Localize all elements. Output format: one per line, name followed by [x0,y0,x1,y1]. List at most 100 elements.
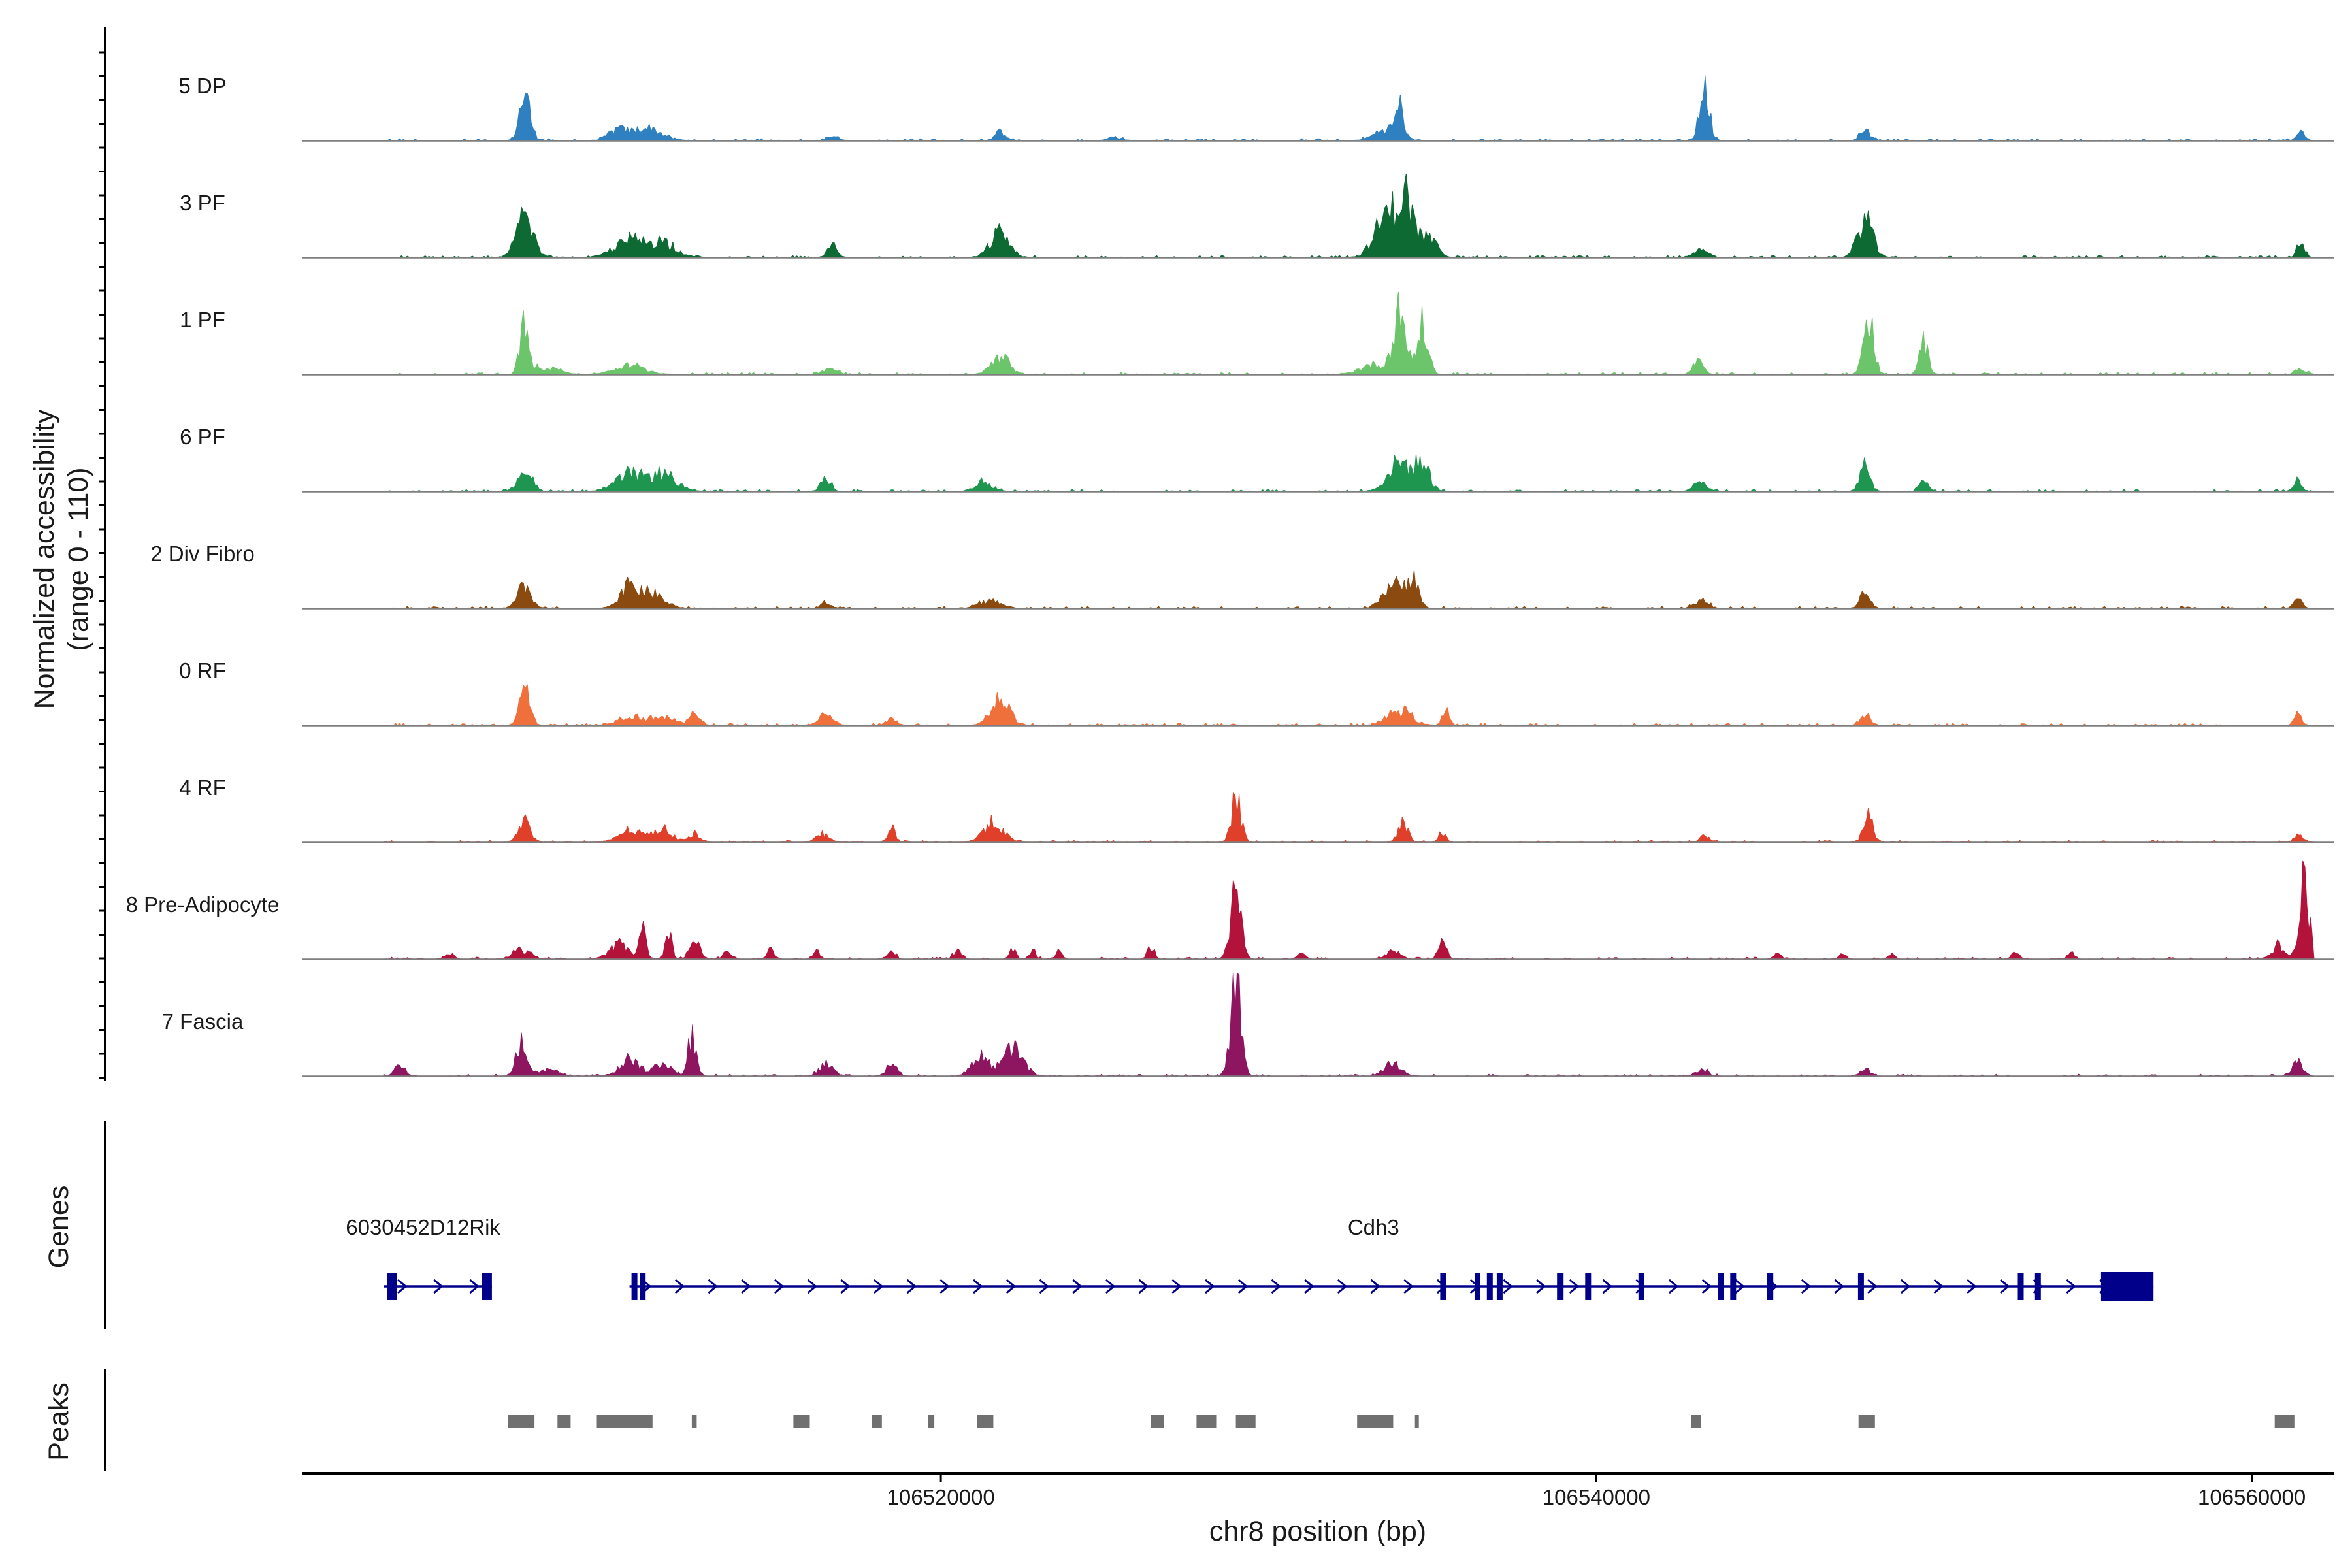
strand-arrow [1005,1279,1017,1294]
strand-arrow [1237,1279,1249,1294]
strand-arrow [774,1279,785,1294]
y-axis-label-line1: Normalized accessibility [29,409,60,709]
strand-arrow [840,1279,851,1294]
gene-exon [2034,1273,2041,1300]
coverage-track: 8 Pre-Adipocyte [126,860,2334,960]
peak-region [793,1415,810,1428]
strand-arrow [1403,1279,1414,1294]
strand-arrow [1370,1279,1380,1294]
track-label: 6 PF [180,425,225,449]
coverage-track: 3 PF [180,173,2334,259]
y-axis-label-line2: (range 0 - 110) [63,467,94,651]
peak-region [1858,1415,1875,1428]
strand-arrow [1072,1279,1083,1294]
strand-arrow [1801,1279,1812,1294]
strand-arrow [1039,1279,1049,1294]
strand-arrow [1967,1279,1977,1294]
coverage-track: 0 RF [179,659,2334,727]
strand-arrow [1933,1279,1944,1294]
strand-arrow [2066,1279,2076,1294]
strand-arrow [1536,1279,1546,1294]
peak-region [872,1415,882,1428]
strand-arrow [1867,1279,1878,1294]
coverage-track: 1 PF [180,291,2334,376]
strand-arrow [1834,1279,1844,1294]
strand-arrow [469,1279,480,1294]
peak-region [1691,1415,1701,1428]
gene-model: Cdh3 [629,1215,2154,1301]
gene-exon [1496,1273,1503,1300]
strand-arrow [973,1279,983,1294]
genes-panel-label: Genes [43,1186,74,1269]
peaks-track [508,1415,2295,1428]
track-label: 1 PF [180,308,225,332]
gene-exon [1730,1273,1737,1300]
peak-region [691,1415,697,1428]
strand-arrow [708,1279,718,1294]
peak-region [1414,1415,1419,1428]
strand-arrow [1735,1279,1745,1294]
strand-arrow [807,1279,817,1294]
strand-arrow [1337,1279,1348,1294]
gene-exon [482,1273,492,1300]
coverage-track: 7 Fascia [162,972,2334,1077]
strand-arrow [1668,1279,1679,1294]
track-label: 7 Fascia [162,1009,244,1034]
strand-arrow [1271,1279,1281,1294]
peak-region [1235,1415,1256,1428]
gene-exon [1718,1273,1724,1300]
x-tick-label: 106540000 [1543,1485,1650,1509]
peak-region [508,1415,535,1428]
track-label: 2 Div Fibro [150,542,255,566]
peaks-panel-label: Peaks [43,1382,74,1461]
gene-exon [1767,1273,1774,1300]
gene-exon [1440,1273,1446,1300]
x-tick-label: 106520000 [887,1485,995,1509]
gene-exon [1585,1273,1592,1300]
strand-arrow [1304,1279,1315,1294]
strand-arrow [906,1279,917,1294]
coverage-tracks: 5 DP 3 PF 1 PF 6 PF 2 Div Fibro 0 RF 4 RF 8 Pre… [126,74,2334,1077]
strand-arrow [1138,1279,1149,1294]
strand-arrow [1999,1279,2010,1294]
peak-region [1151,1415,1164,1428]
peak-region [1357,1415,1394,1428]
gene-annotation-track: 6030452D12Rik Cdh3 [346,1215,2154,1301]
strand-arrow [1569,1279,1580,1294]
peak-region [1196,1415,1217,1428]
gene-model: 6030452D12Rik [346,1215,500,1300]
strand-arrow [1205,1279,1215,1294]
peak-region [2274,1415,2295,1428]
gene-label: Cdh3 [1348,1215,1399,1239]
gene-exon [1475,1273,1480,1300]
gene-exon [631,1273,638,1300]
strand-arrow [741,1279,751,1294]
strand-arrow [1701,1279,1712,1294]
strand-arrow [1105,1279,1116,1294]
x-axis-ticks: 106520000 106540000 106560000 [887,1473,2306,1509]
strand-arrow [674,1279,685,1294]
x-axis-label: chr8 position (bp) [1209,1516,1426,1547]
strand-arrow [939,1279,950,1294]
track-label: 3 PF [180,191,225,215]
coverage-track: 5 DP [178,74,2334,142]
coverage-track: 2 Div Fibro [150,542,2334,610]
peak-region [557,1415,571,1428]
peak-region [596,1415,653,1428]
peak-region [977,1415,994,1428]
strand-arrow [873,1279,884,1294]
strand-arrow [1171,1279,1182,1294]
gene-exon [2017,1273,2024,1300]
strand-arrow [1900,1279,1911,1294]
accessibility-axis-ticks [99,51,105,1079]
strand-arrow [1602,1279,1612,1294]
gene-exon [640,1273,646,1300]
strand-arrow [1503,1279,1513,1294]
track-label: 4 RF [179,776,226,800]
track-label: 8 Pre-Adipocyte [126,892,280,917]
track-label: 0 RF [179,659,226,683]
gene-exon [1638,1273,1644,1300]
strand-arrow [433,1279,444,1294]
gene-exon [1486,1273,1493,1300]
